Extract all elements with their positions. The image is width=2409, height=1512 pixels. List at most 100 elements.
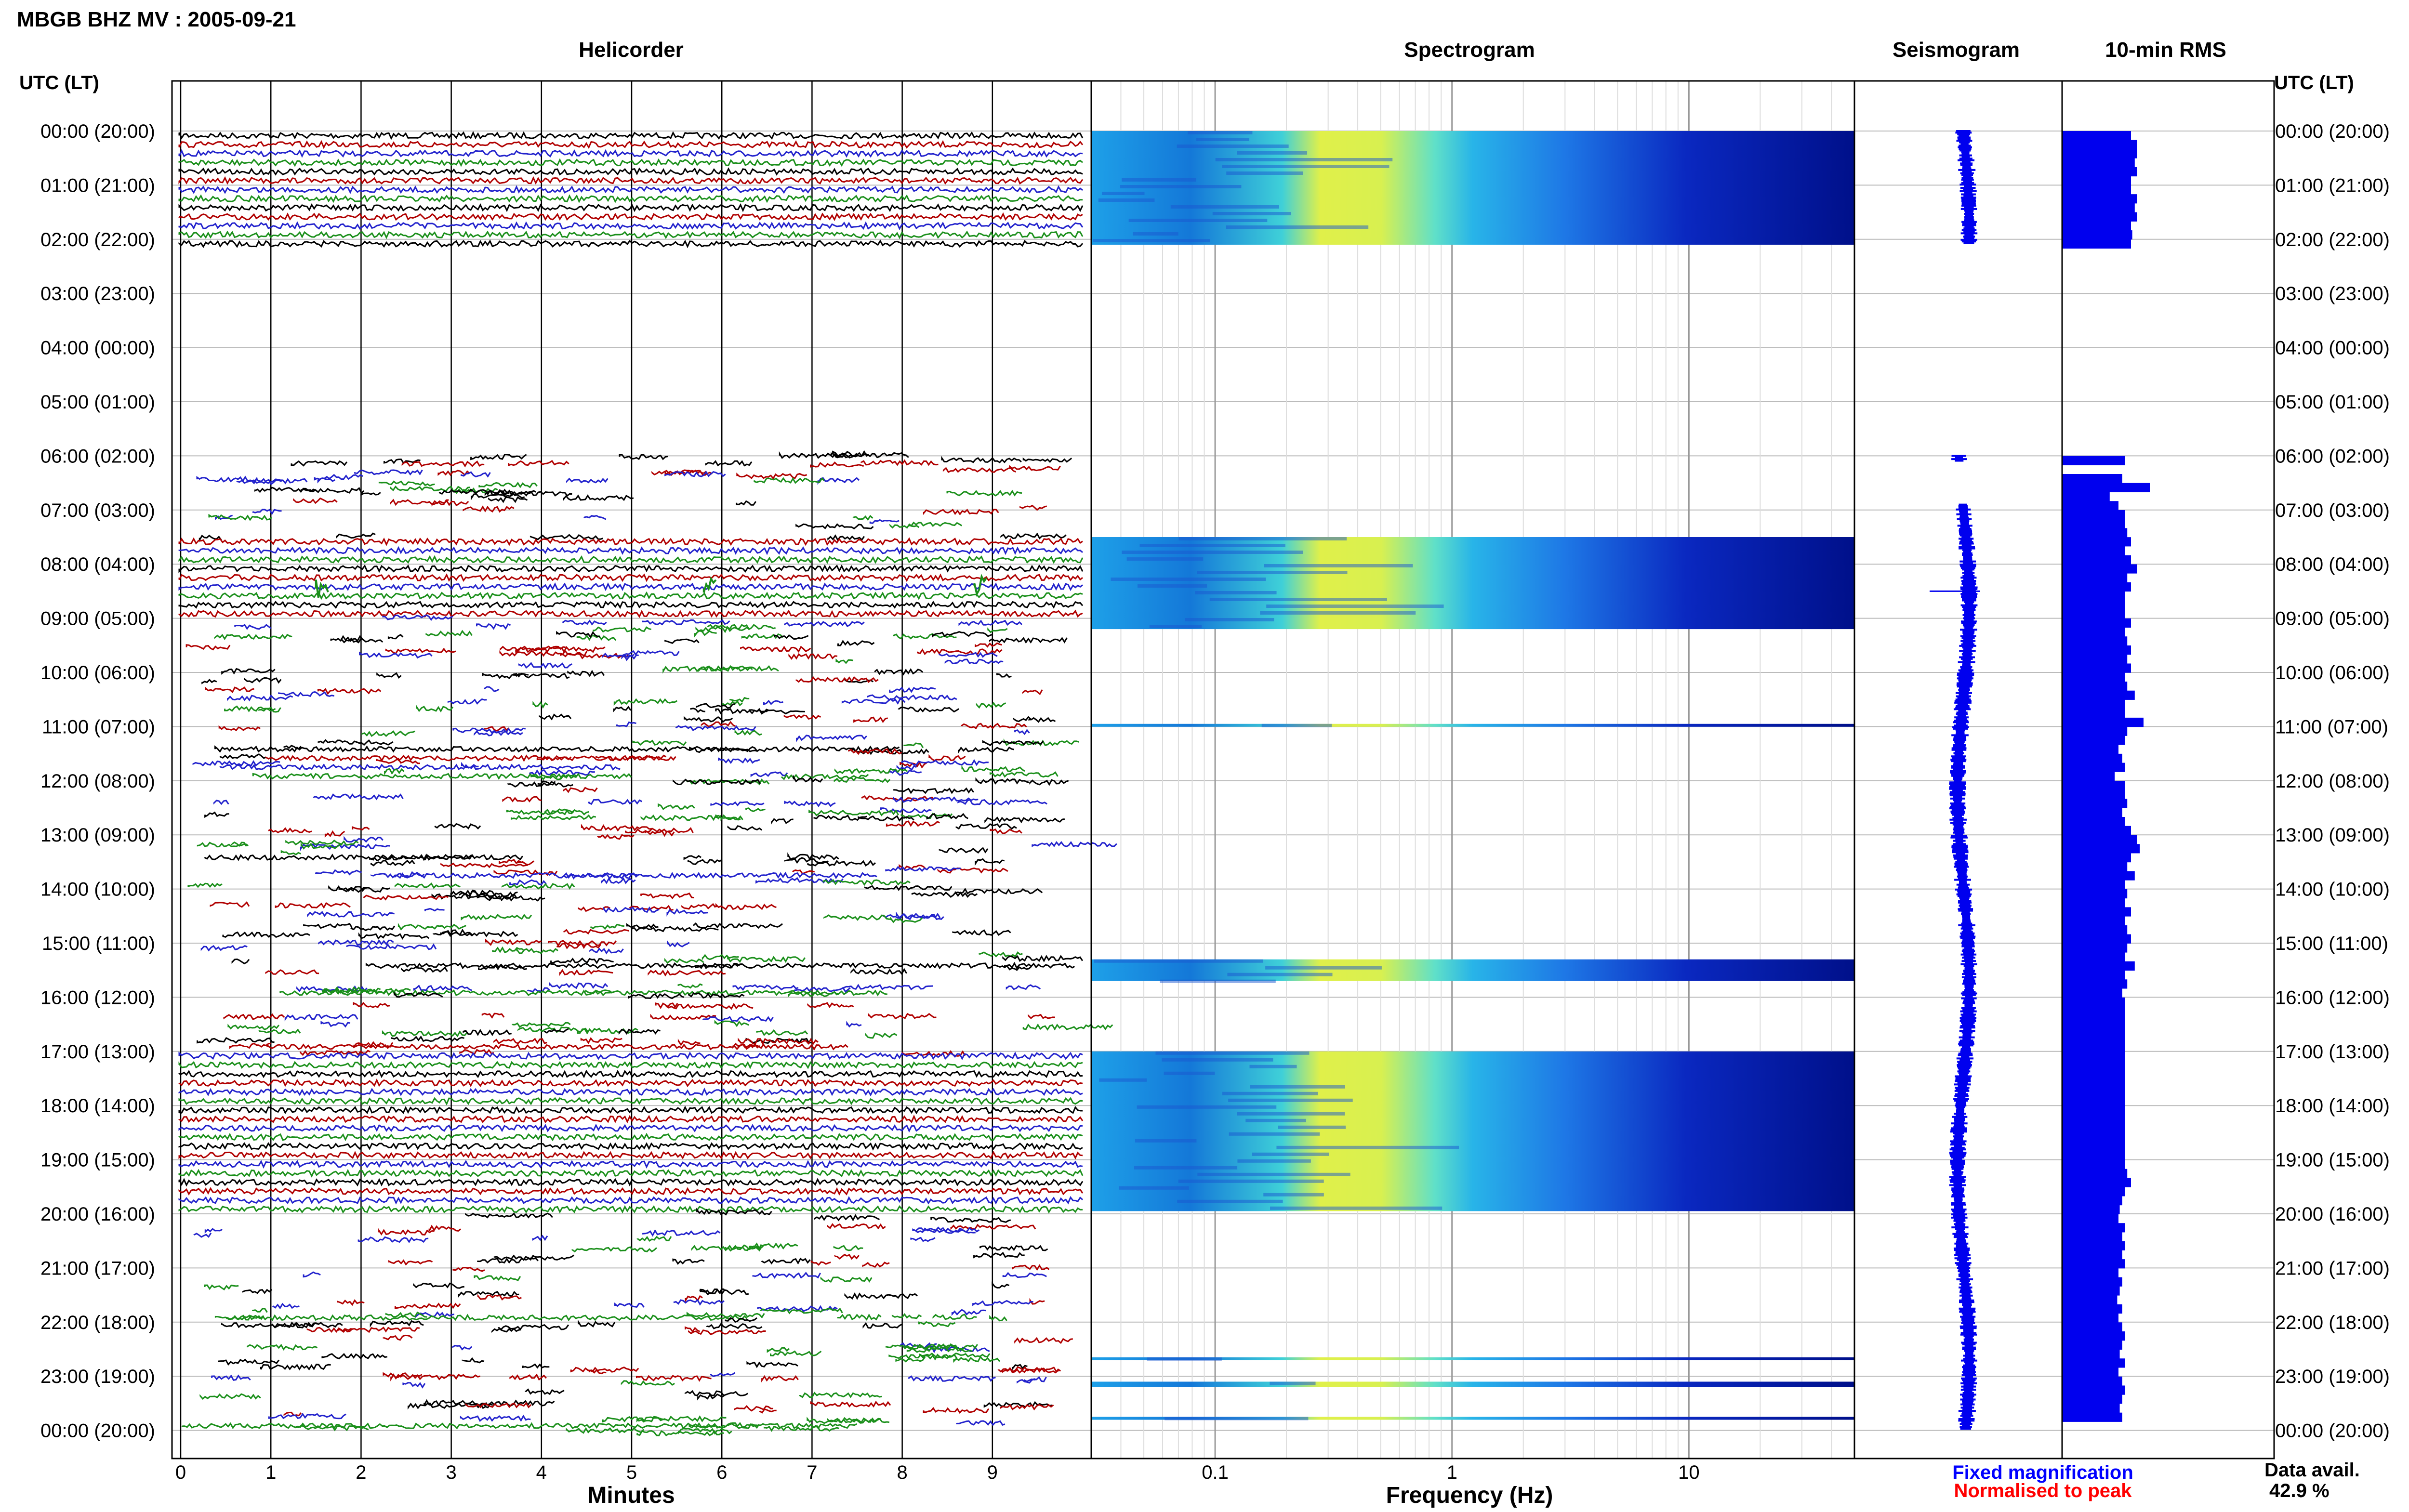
helicorder-fragment [799,1392,882,1398]
helicorder-fragment [359,651,433,659]
helicorder-fragment [597,834,635,840]
helicorder-fragment [987,627,1008,633]
helicorder-fragment [832,450,870,458]
frequency-tick-label: 10 [1678,1462,1700,1483]
helicorder-fragment [563,929,630,935]
rms-bar [2062,988,2122,998]
spectrogram-streak [1266,605,1444,608]
helicorder-fragment [794,986,851,993]
helicorder-fragment [227,1024,280,1031]
helicorder-fragment [354,469,423,476]
helicorder-fragment [402,1382,426,1389]
spectrogram-streak [1229,1132,1320,1136]
rms-bar [2062,1277,2122,1287]
spectrogram-streak [1099,1078,1147,1082]
rms-bar [2062,1322,2122,1332]
helicorder-fragment [211,1374,251,1381]
x-tick-labels: 0 1 2 3 4 5 6 7 8 9 0.1 1 10 [175,1462,1700,1483]
helicorder-trace [178,221,1084,230]
spectrogram-streak [1137,584,1207,588]
helicorder-fragment [729,697,750,703]
helicorder-fragment [621,654,639,661]
spectrogram-streak [1197,1172,1350,1176]
helicorder-fragment [835,658,854,664]
helicorder-fragment [517,1026,589,1033]
spectrogram-streak [1263,1193,1324,1196]
rms-bar [2062,726,2128,736]
helicorder-fragment [761,1257,811,1265]
helicorder-fragment [725,1317,757,1323]
helicorder-fragment [361,730,415,737]
helicorder-fragment [946,489,1022,497]
helicorder-title: Helicorder [579,38,684,62]
helicorder-fragment [664,638,700,644]
helicorder-fragment [391,1035,464,1042]
spectrogram-streak [1188,131,1253,134]
time-tick-right: 01:00 (21:00) [2275,175,2390,196]
helicorder-fragment [923,1407,990,1414]
helicorder-fragment [318,939,394,946]
helicorder-fragment [1029,779,1069,786]
helicorder-fragment [516,860,535,866]
helicorder-fragment [518,662,572,669]
helicorder-fragment [593,626,652,633]
helicorder-fragment [529,769,595,776]
helicorder-fragment [363,894,449,901]
helicorder-fragment [827,534,865,541]
minute-tick-label: 4 [536,1462,547,1483]
helicorder-fragment [616,721,636,727]
time-tick-right: 22:00 (18:00) [2275,1312,2390,1333]
helicorder-fragment [860,459,939,466]
helicorder-fragment [796,735,867,743]
helicorder-fragment [640,814,722,821]
helicorder-fragment [718,757,760,764]
time-tick-left: 18:00 (14:00) [40,1095,155,1117]
helicorder-fragment [636,1375,712,1382]
time-tick-right: 12:00 (08:00) [2275,771,2390,792]
rms-bar [2062,573,2128,583]
rms-bar [2062,185,2131,195]
helicorder-trace [178,230,1084,239]
helicorder-fragment [1009,465,1061,472]
helicorder-fragment [932,1314,977,1320]
time-tick-labels: 00:00 (20:00) 00:00 (20:00) 01:00 (21:00) 0… [40,121,2390,1442]
seismogram-trace [1930,130,1980,1430]
rms-bar [2062,753,2122,763]
helicorder-fragment [896,764,917,771]
spectrogram-streak [1133,232,1178,236]
helicorder-fragment [303,922,353,929]
helicorder-trace [178,1196,1083,1205]
seismogram-segment [1951,455,1967,462]
rms-bar [2062,853,2131,863]
helicorder-fragment [979,1245,1048,1251]
spectrogram-streak [1177,1199,1283,1203]
rms-bar [2062,510,2125,520]
helicorder-fragment [385,1311,427,1318]
helicorder-fragment [889,769,922,776]
helicorder-fragment [807,1417,890,1424]
helicorder-fragment [702,954,739,960]
helicorder-fragment [727,954,806,963]
helicorder-fragment [336,532,376,539]
spectrogram-streak [1264,564,1413,567]
helicorder-fragment [770,1350,822,1356]
helicorder-fragment [315,869,362,876]
helicorder-fragment [532,701,548,709]
rms-bar [2062,627,2125,637]
helicorder-fragment [563,787,598,793]
helicorder-fragment [199,1393,261,1400]
helicorder-fragment [260,1364,331,1371]
helicorder-fragment [990,828,1022,834]
helicorder-fragment [205,686,254,694]
helicorder-fragment [918,1321,956,1328]
helicorder-fragment [502,796,542,803]
helicorder-fragment [727,825,763,831]
spectrogram-streak [1237,1112,1345,1116]
helicorder-fragment [223,1013,285,1020]
time-tick-right: 23:00 (19:00) [2275,1366,2390,1387]
helicorder-trace [178,149,1083,158]
time-tick-right: 18:00 (14:00) [2275,1095,2390,1117]
panel-frame [1090,80,1855,1459]
helicorder-fragment [477,1257,539,1264]
helicorder-fragment [384,768,405,776]
